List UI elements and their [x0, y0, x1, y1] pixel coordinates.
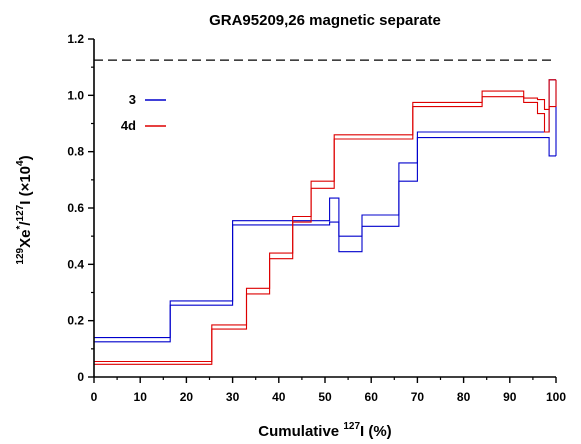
series-2-step [269, 253, 293, 259]
x-tick-label: 30 [226, 390, 240, 404]
series-2-lo-line [94, 96, 556, 365]
series-1-step [338, 236, 362, 252]
y-axis-label: 129Xe*/127I (×104) [15, 155, 34, 264]
series-2-step [544, 109, 550, 132]
y-tick-label: 0.2 [67, 314, 84, 328]
series-1-lo-line [94, 137, 556, 343]
x-tick-label: 20 [180, 390, 194, 404]
series-2-step [523, 98, 538, 103]
y-tick-label: 1.2 [67, 32, 84, 46]
series-1-hi-line [94, 79, 556, 339]
x-tick-label: 0 [91, 390, 98, 404]
series-1-step [170, 300, 233, 306]
series-2-hi-line [94, 79, 556, 363]
x-ticks: 0 10 20 30 40 50 60 70 80 90 100 [91, 377, 566, 404]
x-tick-label: 80 [457, 390, 471, 404]
y-tick-label: 0.8 [67, 145, 84, 159]
x-tick-label: 40 [272, 390, 286, 404]
plot-area [93, 59, 557, 365]
legend-item-series-2: 4d [121, 118, 166, 133]
legend: 3 4d [121, 92, 166, 133]
series-1-step [329, 198, 339, 223]
series-2-step [311, 181, 335, 189]
series-2-step [334, 134, 413, 139]
y-tick-label: 0 [77, 370, 84, 384]
x-tick-label: 90 [503, 390, 517, 404]
series-1 [93, 79, 557, 343]
series-1-step [93, 337, 171, 342]
series-2 [93, 79, 557, 365]
series-2-step [246, 288, 270, 294]
x-axis-label: Cumulative 127I (%) [258, 421, 391, 440]
series-1-step [417, 131, 550, 138]
x-tick-label: 100 [546, 390, 566, 404]
series-2-step [292, 216, 312, 223]
x-tick-label: 50 [318, 390, 332, 404]
series-1-step [361, 215, 399, 227]
y-tick-label: 0.4 [67, 257, 84, 271]
series-2-step [537, 99, 545, 114]
series-2-step [482, 91, 524, 97]
series-1-step [398, 162, 418, 182]
series-2-step [412, 102, 483, 107]
chart-title: GRA95209,26 magnetic separate [209, 12, 441, 29]
y-tick-label: 0.6 [67, 201, 84, 215]
series-1-step [549, 79, 557, 156]
x-tick-label: 60 [365, 390, 379, 404]
series-1-step [232, 220, 330, 225]
legend-label-series-1: 3 [129, 92, 136, 107]
x-tick-label: 10 [134, 390, 148, 404]
x-tick-label: 70 [411, 390, 425, 404]
legend-item-series-1: 3 [129, 92, 166, 107]
series-2-step [549, 79, 557, 107]
y-ticks: 0 0.2 0.4 0.6 0.8 1.0 1.2 [67, 32, 94, 384]
legend-label-series-2: 4d [121, 118, 136, 133]
y-tick-label: 1.0 [67, 88, 84, 102]
series-2-step [211, 324, 247, 330]
